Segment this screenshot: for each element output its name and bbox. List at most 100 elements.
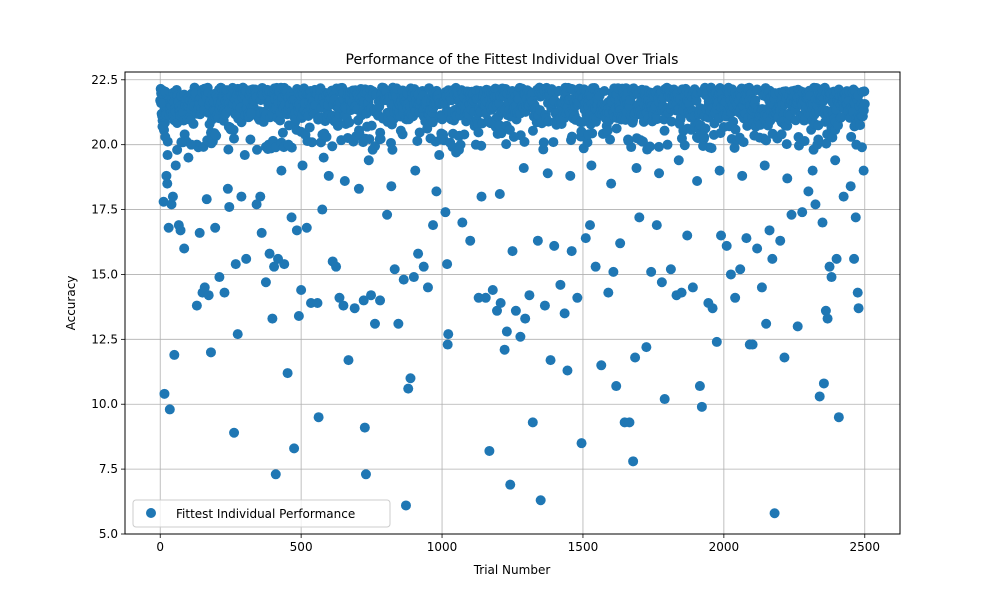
- x-axis-title: Trial Number: [473, 563, 551, 577]
- scatter-point: [501, 326, 512, 337]
- scatter-point: [191, 300, 202, 311]
- scatter-point: [634, 212, 645, 223]
- scatter-point: [480, 292, 491, 303]
- scatter-point: [442, 259, 453, 270]
- scatter-point: [398, 274, 409, 285]
- scatter-point: [822, 313, 833, 324]
- scatter-point: [679, 140, 690, 151]
- scatter-point: [473, 292, 484, 303]
- scatter-point: [814, 391, 825, 402]
- x-tick-label: 500: [290, 540, 313, 554]
- scatter-point: [776, 129, 787, 140]
- scatter-point: [562, 365, 573, 376]
- scatter-point: [585, 220, 595, 231]
- y-tick-label: 10.0: [91, 397, 118, 411]
- scatter-point: [157, 121, 168, 132]
- scatter-point: [769, 508, 780, 519]
- scatter-point: [413, 248, 424, 259]
- scatter-point: [539, 300, 550, 311]
- scatter-point: [175, 225, 186, 236]
- scatter-point: [169, 349, 180, 360]
- scatter-point: [245, 134, 256, 145]
- scatter-point: [332, 120, 343, 131]
- scatter-point: [611, 123, 622, 134]
- scatter-point: [186, 139, 197, 150]
- scatter-point: [515, 331, 526, 342]
- scatter-point: [583, 129, 594, 140]
- scatter-point: [615, 238, 626, 249]
- scatter-point: [761, 135, 772, 146]
- y-tick-label: 12.5: [91, 332, 118, 346]
- scatter-point: [599, 86, 610, 97]
- scatter-point: [700, 123, 711, 134]
- scatter-point: [507, 246, 518, 257]
- scatter-point: [293, 310, 304, 321]
- scatter-point: [792, 321, 803, 332]
- scatter-point: [241, 253, 252, 264]
- scatter-point: [443, 329, 454, 340]
- scatter-point: [232, 329, 243, 340]
- scatter-point: [549, 240, 560, 251]
- scatter-point: [219, 287, 230, 298]
- legend-box: [132, 499, 391, 528]
- scatter-point: [631, 163, 642, 174]
- scatter-point: [236, 191, 247, 202]
- scatter-point: [665, 264, 676, 275]
- scatter-point: [626, 142, 637, 153]
- scatter-point: [859, 86, 870, 97]
- scatter-point: [605, 134, 616, 145]
- legend-marker: [146, 508, 156, 518]
- scatter-point: [750, 95, 761, 106]
- scatter-point: [499, 344, 510, 355]
- scatter-point: [286, 212, 297, 223]
- scatter-point: [831, 253, 842, 264]
- scatter-point: [251, 199, 262, 210]
- scatter-point: [781, 139, 792, 150]
- scatter-point: [730, 124, 741, 135]
- scatter-point: [501, 139, 512, 150]
- scatter-point: [160, 86, 171, 97]
- y-tick-label: 15.0: [91, 267, 118, 281]
- scatter-point: [164, 404, 175, 415]
- scatter-point: [711, 336, 722, 347]
- scatter-point: [199, 282, 210, 293]
- scatter-point: [201, 194, 212, 205]
- scatter-point: [203, 290, 214, 301]
- scatter-point: [845, 181, 856, 192]
- scatter-point: [775, 235, 786, 246]
- legend: Fittest Individual Performance: [132, 499, 391, 528]
- scatter-point: [602, 125, 613, 136]
- scatter-point: [662, 139, 673, 150]
- scatter-point: [161, 170, 172, 181]
- scatter-point: [673, 155, 684, 166]
- x-tick-label: 2500: [849, 540, 880, 554]
- scatter-point: [737, 170, 748, 181]
- scatter-point: [524, 290, 535, 301]
- scatter-point: [850, 212, 861, 223]
- scatter-point: [628, 456, 639, 467]
- scatter-point: [318, 152, 329, 163]
- scatter-point: [694, 381, 705, 392]
- scatter-point: [651, 220, 662, 231]
- scatter-point: [820, 305, 831, 316]
- scatter-point: [321, 131, 332, 142]
- scatter-point: [652, 114, 663, 125]
- scatter-point: [162, 150, 173, 161]
- scatter-point: [853, 303, 864, 314]
- scatter-point: [252, 144, 263, 155]
- scatter-point: [245, 108, 256, 119]
- scatter-point: [382, 209, 393, 220]
- scatter-point: [764, 225, 775, 236]
- scatter-point: [279, 259, 290, 270]
- axis-ticks: 0 500 1000 1500 2000 2500 5.0 7.5 10.0 12.5 15.0 17…: [91, 73, 880, 554]
- legend-label: Fittest Individual Performance: [176, 507, 355, 521]
- scatter-point: [538, 137, 549, 148]
- scatter-point: [343, 355, 354, 366]
- scatter-point: [412, 135, 423, 146]
- scatter-point: [457, 217, 468, 228]
- scatter-point: [496, 128, 507, 139]
- scatter-point: [505, 479, 516, 490]
- scatter-point: [728, 116, 739, 127]
- scatter-point: [403, 383, 414, 394]
